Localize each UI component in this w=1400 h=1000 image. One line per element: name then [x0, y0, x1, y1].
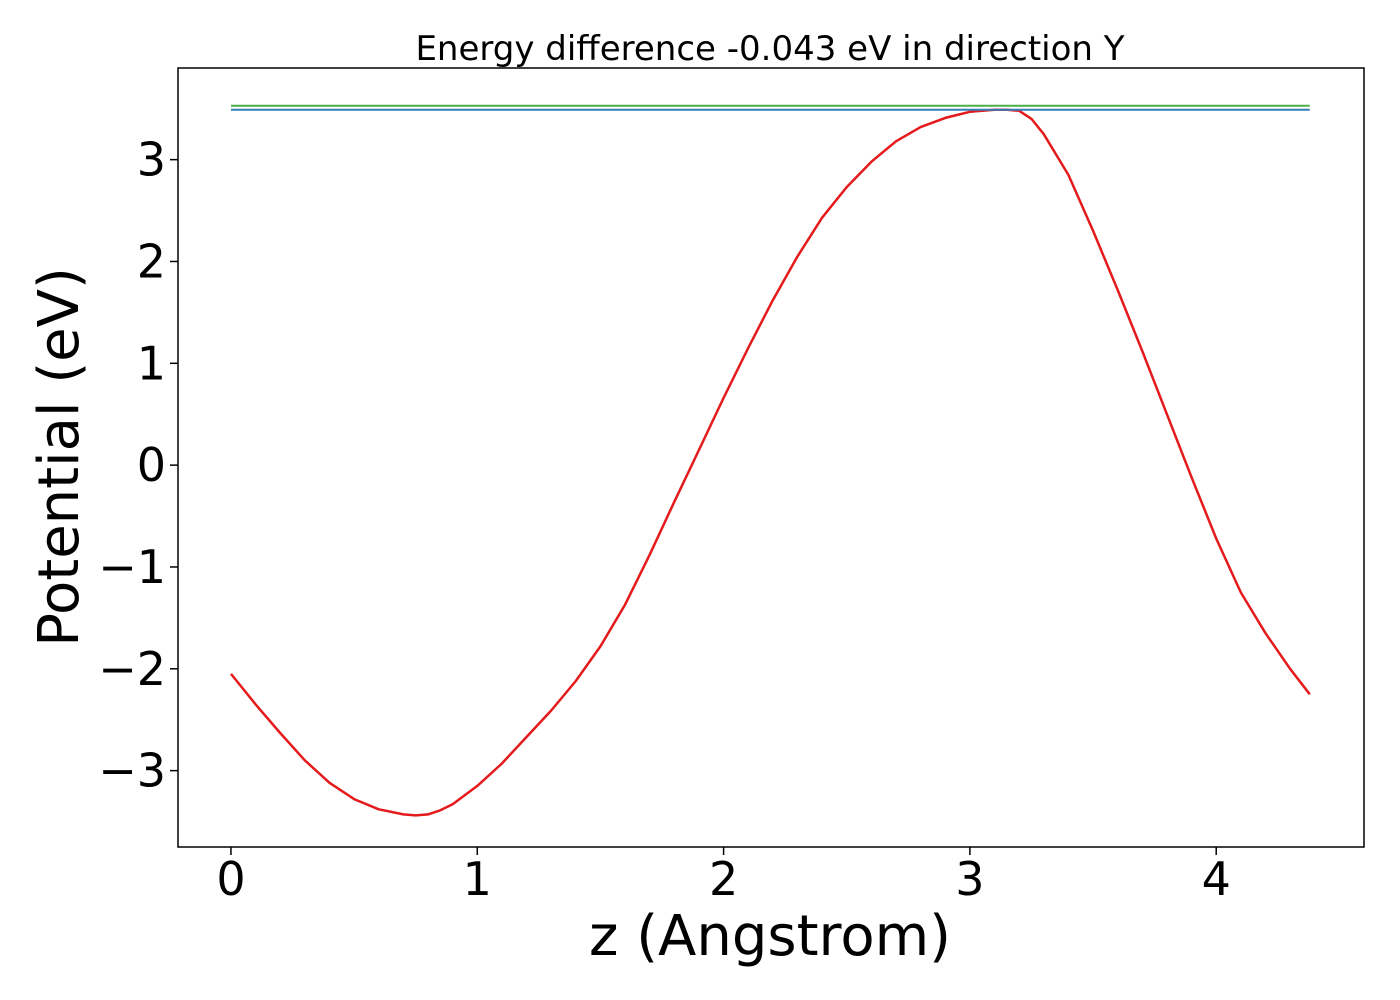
x-axis-label: z (Angstrom)	[589, 904, 951, 969]
x-axis-ticks: 0 1 2 3 4	[216, 847, 1231, 906]
y-tick-label: 3	[137, 133, 166, 187]
x-tick-label: 2	[709, 852, 738, 906]
y-tick-label: −1	[98, 540, 166, 594]
x-tick-label: 4	[1202, 852, 1231, 906]
y-tick-label: 0	[137, 438, 166, 492]
y-axis-label: Potential (eV)	[27, 267, 92, 647]
y-tick-label: −3	[98, 744, 166, 798]
y-tick-label: −2	[98, 642, 166, 696]
series-layer	[230, 104, 1311, 817]
plot-frame	[177, 67, 1365, 848]
y-axis-ticks: −3 −2 −1 0 1 2 3	[98, 133, 178, 798]
x-tick-label: 0	[216, 852, 245, 906]
y-tick-label: 1	[137, 336, 166, 390]
chart-title: Energy difference -0.043 eV in direction…	[415, 29, 1124, 69]
x-tick-label: 3	[955, 852, 984, 906]
x-tick-label: 1	[463, 852, 492, 906]
y-tick-label: 2	[137, 234, 166, 288]
series-line-0	[230, 108, 1311, 817]
